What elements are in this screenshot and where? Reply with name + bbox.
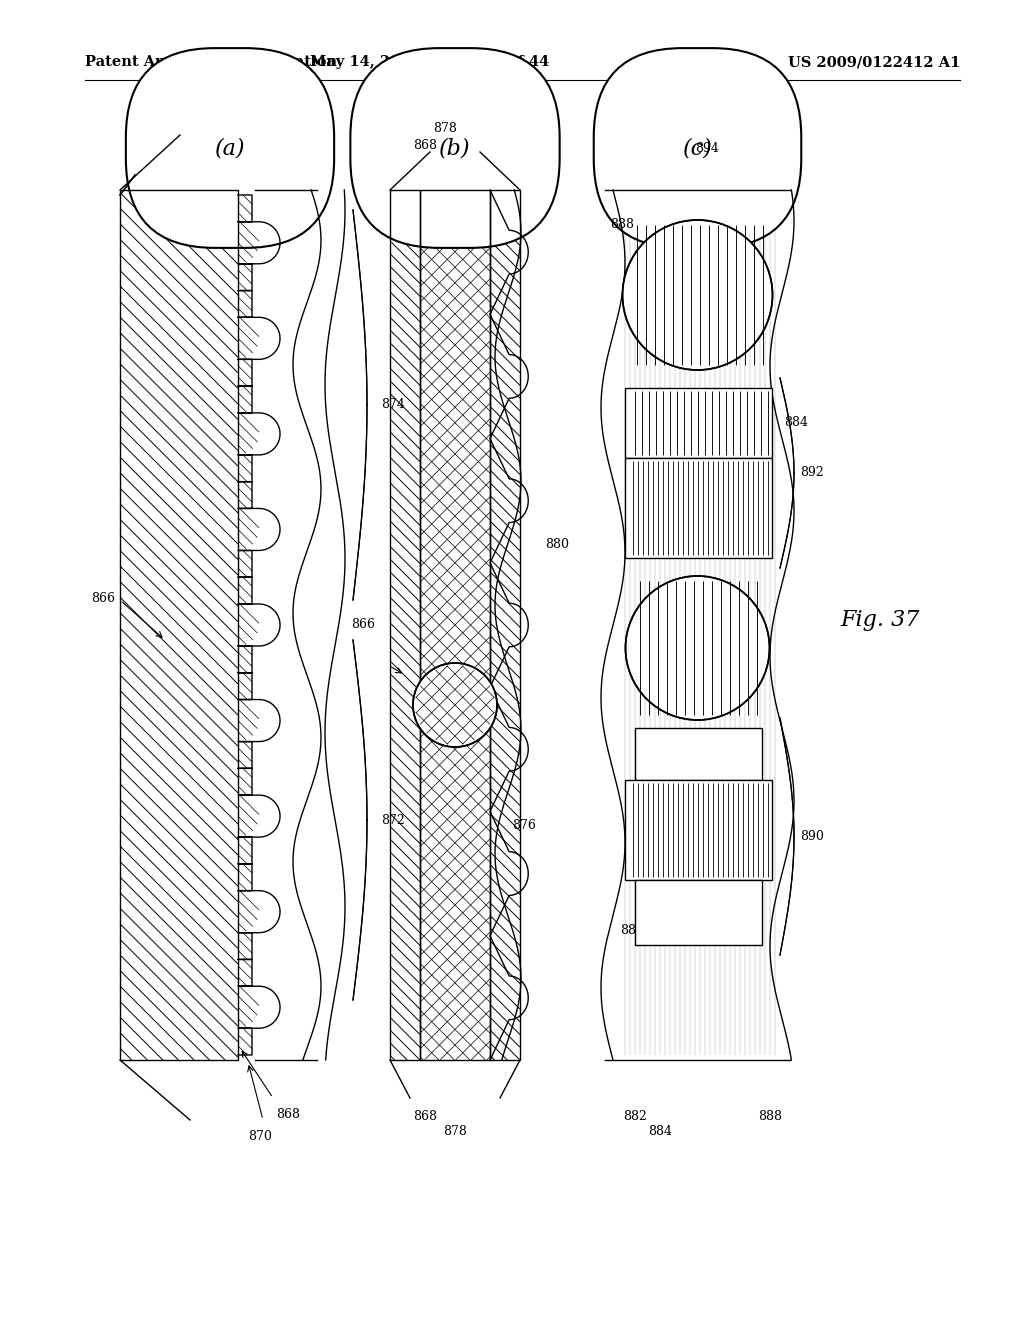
Bar [635,880,762,945]
Text: 880: 880 [545,539,569,552]
Text: (a): (a) [215,137,246,158]
Text: 894: 894 [695,143,720,154]
Text: 866: 866 [351,619,375,631]
Bar [120,190,238,1060]
Bar [625,780,772,880]
Text: 872: 872 [381,813,404,826]
Text: 882: 882 [623,1110,647,1123]
Text: Patent Application Publication: Patent Application Publication [85,55,337,69]
Text: 868: 868 [413,1110,437,1123]
Bar [390,190,420,1060]
Text: 884: 884 [648,1125,672,1138]
Text: 868: 868 [276,1107,300,1121]
Text: 888: 888 [610,219,634,231]
Text: 874: 874 [381,399,404,412]
Circle shape [623,220,772,370]
Text: 866: 866 [91,591,115,605]
Text: May 14, 2009  Sheet 33 of 44: May 14, 2009 Sheet 33 of 44 [310,55,550,69]
Bar [420,190,490,1060]
Circle shape [626,576,769,719]
Text: 878: 878 [443,1125,467,1138]
Text: 890: 890 [800,830,824,843]
Text: 878: 878 [433,121,457,135]
Text: (b): (b) [439,137,471,158]
Text: Fig. 37: Fig. 37 [840,609,920,631]
Text: US 2009/0122412 A1: US 2009/0122412 A1 [787,55,961,69]
Text: (c): (c) [683,137,713,158]
Text: 892: 892 [800,466,823,479]
Text: 886: 886 [620,924,644,936]
Text: 884: 884 [784,417,808,429]
Text: 876: 876 [512,818,536,832]
Text: 870: 870 [248,1130,272,1143]
Text: 868: 868 [413,139,437,152]
Bar [635,729,762,780]
Text: 888: 888 [758,1110,782,1123]
Bar [625,388,772,458]
Bar [490,190,520,1060]
Bar [625,458,772,558]
Circle shape [413,663,497,747]
